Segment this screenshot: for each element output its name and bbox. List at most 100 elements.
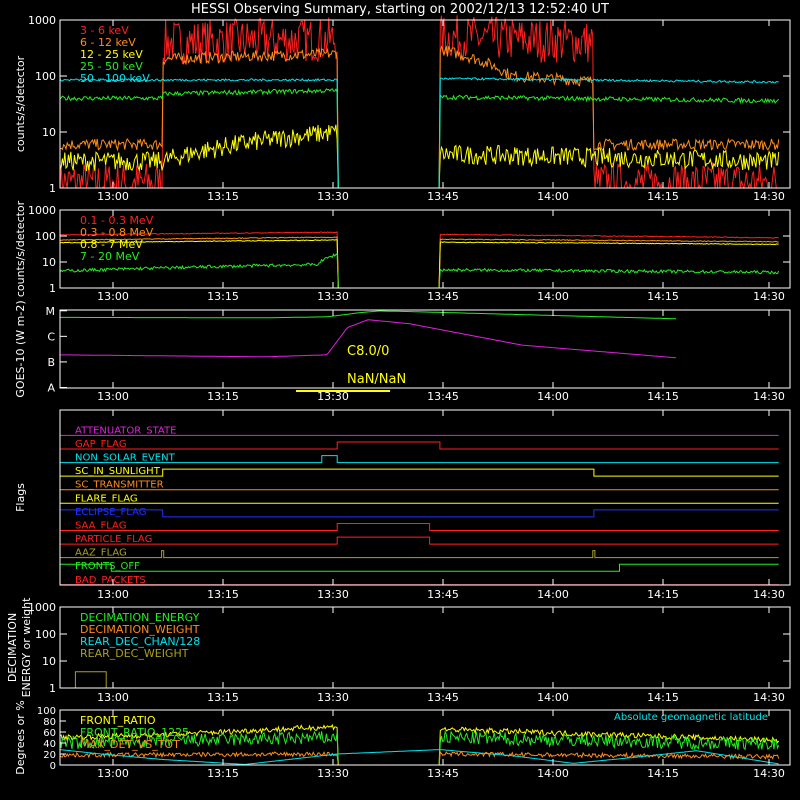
series-line-hi-0-8-7-mev [59,239,779,289]
x-tick-label-lo: 13:30 [317,190,349,203]
flag-label-eclipse-flag: ECLIPSE_FLAG [75,507,146,518]
y-tick-label-hi: 1000 [28,204,56,217]
y-tick-label-ratio: 80 [43,717,56,728]
x-tick-label-flags: 14:30 [753,588,785,601]
legend-entry-hi: 7 - 20 MeV [80,250,140,263]
series-line-goes-short [60,319,677,359]
x-tick-label-goes: 14:00 [537,390,569,403]
flag-line-aaz-flag [60,550,779,559]
flag-label-gap-flag: GAP_FLAG [75,439,127,450]
legend-entry-lo: 25 - 50 keV [80,60,143,73]
legend-entry-hi: 0.8 - 7 MeV [80,238,143,251]
y-tick-label-goes: C [47,330,55,343]
goes-nan-label: NaN/NaN [347,372,406,387]
flag-line-particle-flag [60,536,779,545]
flag-label-attenuator-state: ATTENUATOR_STATE [75,425,176,436]
x-tick-label-ratio: 14:00 [537,767,569,780]
x-tick-label-flags: 14:00 [537,588,569,601]
legend-entry-ratio: MAX_DET_VS_TOT [80,738,180,751]
flag-label-aaz-flag: AAZ_FLAG [75,548,127,559]
flag-line-fronts-off [60,563,779,572]
x-tick-label-lo: 13:15 [207,190,239,203]
x-tick-label-flags: 14:15 [647,588,679,601]
goes-class-label: C8.0/0 [347,344,389,359]
x-tick-label-flags: 13:45 [427,588,459,601]
legend-entry-lo: 12 - 25 keV [80,48,143,61]
legend-entry-hi: 0.3 - 0.8 MeV [80,226,154,239]
x-tick-label-lo: 14:00 [537,190,569,203]
legend-entry-decim: DECIMATION_WEIGHT [80,623,200,636]
series-line-decim-rear_dec_weight [60,671,779,689]
x-tick-label-goes: 13:15 [207,390,239,403]
y-axis-label-ratio: Degrees or % [14,700,27,774]
flag-label-flare-flag: FLARE_FLAG [75,493,138,504]
y-axis-label-decim-1: DECIMATION [6,613,19,682]
x-tick-label-ratio: 13:00 [97,767,129,780]
figure-title: HESSI Observing Summary, starting on 200… [191,2,609,17]
x-tick-label-flags: 13:00 [97,588,129,601]
x-tick-label-ratio: 13:30 [317,767,349,780]
x-tick-label-decim: 14:30 [753,691,785,704]
x-tick-label-decim: 14:00 [537,691,569,704]
panel-frame-lo [59,19,791,189]
flag-label-saa-flag: SAA_FLAG [75,520,126,531]
y-tick-label-hi: 1 [49,282,56,295]
panel-frame-flags [59,409,791,586]
y-tick-label-decim: 100 [35,628,56,641]
legend-entry-lo: 50 - 100 keV [80,72,150,85]
x-tick-label-flags: 13:30 [317,588,349,601]
y-axis-label-decim-2: ENERGY or weight [20,597,33,697]
y-tick-label-lo: 100 [35,70,56,83]
flag-line-non-solar-event [60,455,779,464]
y-tick-label-ratio: 20 [43,750,56,761]
legend-entry-ratio: FRONT_RATIO [80,714,156,727]
x-tick-label-ratio: 14:15 [647,767,679,780]
x-tick-label-hi: 13:30 [317,290,349,303]
panel-bg-lo [60,20,790,188]
flag-line-gap-flag [60,441,779,450]
flag-label-sc-in-sunlight: SC_IN_SUNLIGHT [75,466,161,477]
flag-line-sc-in-sunlight [60,468,779,477]
x-tick-label-hi: 13:15 [207,290,239,303]
legend-entry-hi: 0.1 - 0.3 MeV [80,214,154,227]
x-tick-label-flags: 13:15 [207,588,239,601]
y-tick-label-ratio: 100 [37,706,56,717]
flag-line-saa-flag [60,523,779,531]
panel-frame-decim [59,606,791,689]
x-tick-label-hi: 13:00 [97,290,129,303]
x-tick-label-hi: 14:30 [753,290,785,303]
y-tick-label-decim: 1 [49,682,56,695]
x-tick-label-goes: 13:00 [97,390,129,403]
y-tick-label-ratio: 60 [43,728,56,739]
legend-entry-decim: REAR_DEC_CHAN/128 [80,635,200,648]
geomag-latitude-label: Absolute geomagnetic latitude [614,712,768,723]
panel-frame-goes [59,309,791,389]
flag-label-fronts-off: FRONTS_OFF [75,561,140,572]
x-tick-label-goes: 14:30 [753,390,785,403]
y-tick-label-decim: 10 [42,655,56,668]
panel-frame-ratio [59,709,791,766]
legend-entry-decim: DECIMATION_ENERGY [80,611,200,624]
x-tick-label-decim: 13:00 [97,691,129,704]
flag-line-eclipse-flag [60,509,779,518]
x-tick-label-decim: 13:15 [207,691,239,704]
flag-label-sc-transmitter: SC_TRANSMITTER [75,480,164,491]
y-tick-label-goes: M [46,305,56,318]
flag-label-non-solar-event: NON_SOLAR_EVENT [75,453,176,464]
x-tick-label-lo: 14:30 [753,190,785,203]
panel-frame-hi [59,209,791,289]
x-tick-label-goes: 13:30 [317,390,349,403]
x-tick-label-lo: 13:45 [427,190,459,203]
x-tick-label-decim: 13:45 [427,691,459,704]
y-tick-label-ratio: 40 [43,739,56,750]
x-tick-label-ratio: 13:45 [427,767,459,780]
series-line-goes-long [60,310,677,320]
series-line-hi-7-20-mev [59,253,780,289]
legend-entry-decim: REAR_DEC_WEIGHT [80,647,189,660]
x-tick-label-decim: 14:15 [647,691,679,704]
x-tick-label-goes: 13:45 [427,390,459,403]
y-tick-label-goes: A [47,381,55,394]
x-tick-label-lo: 14:15 [647,190,679,203]
flag-label-bad-packets: BAD_PACKETS [75,575,146,586]
